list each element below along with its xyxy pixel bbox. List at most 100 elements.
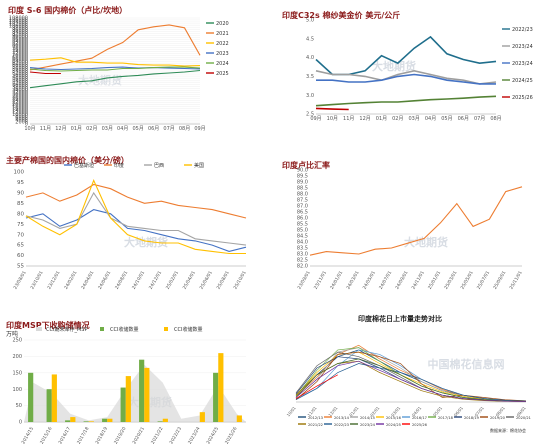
- x-tick-label: 23/11/01: [313, 270, 328, 291]
- chart-panel-india-s6-price: 印度 S-6 国内棉价（卢比/坎地） 大地期货 0 2000 4000 6000 8000…: [0, 0, 272, 146]
- y-tick-label: 6000: [15, 116, 28, 122]
- bar-green: [213, 372, 219, 422]
- bar-yellow: [236, 415, 242, 422]
- y-tick-label: 0: [25, 122, 28, 128]
- y-tick-label: 50000: [12, 73, 28, 79]
- y-tick-label: 100000: [9, 23, 28, 29]
- y-tick-label: 0: [19, 420, 22, 426]
- y-tick-label: 87.5: [297, 198, 308, 204]
- y-tick-label: 82000: [12, 41, 28, 47]
- y-tick-label: 83.0: [297, 252, 308, 258]
- y-tick-label: 66000: [12, 57, 28, 63]
- legend-label: 2022: [216, 41, 229, 47]
- x-tick-label: 25/11/01: [508, 270, 523, 291]
- series-area-cci-stock: [24, 364, 246, 422]
- x-tick-label: 06/01: [453, 405, 465, 417]
- x-tick-label: 03月: [408, 116, 419, 122]
- x-tick-label: 05/01: [432, 405, 444, 417]
- chart-panel-major-country-prices: 主要产棉国的国内棉价（美分/磅） 大地期货 55 60 65 70 75 80 85 90 95 1…: [0, 150, 272, 302]
- series-line: [295, 347, 527, 402]
- chart-panel-msp-procurement: 印度MSP下收购储情况 大地期货0501001502002502014/1520…: [0, 306, 272, 444]
- x-tick-label: 06月: [148, 126, 159, 132]
- y-tick-label: 80: [17, 211, 24, 217]
- series-line: [295, 351, 527, 402]
- y-tick-label: 100: [12, 387, 22, 393]
- legend-label: 2013/14: [334, 416, 350, 420]
- bar-green: [65, 420, 71, 422]
- y-tick-label: 40000: [12, 82, 28, 88]
- legend-label: 巴基斯坦: [74, 162, 94, 169]
- x-tick-label: 24/11/01: [411, 270, 426, 291]
- series-line: [29, 66, 201, 71]
- y-tick-label: 84.5: [297, 234, 308, 240]
- x-tick-label: 24/03/01: [345, 270, 360, 291]
- legend-label: 巴西: [154, 163, 164, 169]
- series-line: [295, 351, 527, 402]
- legend-label: 印度: [114, 162, 124, 169]
- bar-green: [120, 387, 126, 422]
- y-tick-label: 88000: [12, 35, 28, 41]
- x-tick-label: 23/12/01: [46, 270, 61, 291]
- y-tick-label: 96000: [12, 27, 28, 33]
- legend-label: 2024/25: [512, 78, 533, 84]
- x-tick-label: 07/01: [474, 405, 486, 417]
- chart-title: 印度C32s 棉纱美金价 美元/公斤: [282, 11, 401, 20]
- x-tick-label: 02月: [392, 116, 403, 122]
- legend-label: 2012/13: [308, 416, 323, 420]
- x-tick-label: 25/01/01: [427, 270, 442, 291]
- y-tick-label: 250: [12, 338, 22, 344]
- legend-label: 2022/23: [512, 27, 533, 33]
- series-line: [29, 66, 201, 72]
- x-tick-label: 2023/24: [187, 426, 202, 444]
- x-tick-label: 03月: [102, 126, 113, 132]
- y-tick-label: 65: [17, 243, 24, 249]
- x-tick-label: 09月: [310, 116, 321, 122]
- legend-swatch: [164, 327, 168, 331]
- legend-label: 2020: [216, 21, 229, 27]
- y-tick-label: 74000: [12, 49, 28, 55]
- x-tick-label: 10月: [327, 116, 338, 122]
- legend-label: 2016/17: [412, 416, 427, 420]
- legend-label: 2014/15: [360, 416, 375, 420]
- x-tick-label: 2024/25: [205, 426, 220, 444]
- series-line: [315, 95, 497, 107]
- y-tick-label: 83.5: [297, 246, 308, 252]
- chart-panel-daily-arrivals: 印度棉花日上市量走势对比 中国棉花信息网 10/01 11/01 12/01 01/01…: [276, 306, 550, 444]
- x-tick-label: 2014/15: [20, 426, 35, 444]
- bar-yellow: [88, 421, 94, 422]
- y-tick-label: 84.0: [297, 240, 308, 246]
- y-tick-label: 28000: [12, 94, 28, 100]
- chart-svg: 中国棉花信息网 10/01 11/01 12/01 01/01 02/01 03/01 04/…: [286, 344, 531, 433]
- series-line: [309, 186, 523, 256]
- y-tick-label: 26000: [12, 96, 28, 102]
- x-tick-label: 23/10/01: [29, 270, 44, 291]
- y-tick-label: 46000: [12, 76, 28, 82]
- x-tick-label: 12月: [359, 116, 370, 122]
- y-tick-label: 102000: [9, 21, 28, 27]
- x-tick-label: 08月: [490, 116, 501, 122]
- chart-title: 印度 S-6 国内棉价（卢比/坎地）: [8, 6, 128, 15]
- legend-label: 美国: [194, 162, 204, 169]
- legend-label: 2017/18: [438, 416, 454, 420]
- series-line: [315, 107, 349, 111]
- y-tick-label: 86.5: [297, 210, 308, 216]
- legend-label: CCI收储数量: [174, 326, 202, 333]
- y-tick-label: 106000: [9, 18, 28, 24]
- y-tick-label: 86.0: [297, 216, 308, 222]
- y-tick-label: 84000: [12, 39, 28, 45]
- y-tick-label: 52000: [12, 71, 28, 77]
- y-tick-label: 58000: [12, 65, 28, 71]
- series-line: [29, 24, 201, 71]
- x-tick-label: 2025/26: [224, 426, 239, 444]
- x-tick-label: 04月: [425, 116, 436, 122]
- y-tick-label: 30000: [12, 92, 28, 98]
- legend-swatch: [36, 327, 42, 331]
- legend-label: CCI期末库存_MSP: [46, 326, 87, 333]
- y-tick-label: 34000: [12, 88, 28, 94]
- bar-green: [46, 389, 52, 422]
- y-tick-label: 70: [17, 232, 24, 238]
- x-tick-label: 01月: [376, 116, 387, 122]
- legend-label: 2025/26: [512, 95, 533, 101]
- series-line: [25, 191, 247, 246]
- x-tick-label: 2017/18: [76, 426, 91, 444]
